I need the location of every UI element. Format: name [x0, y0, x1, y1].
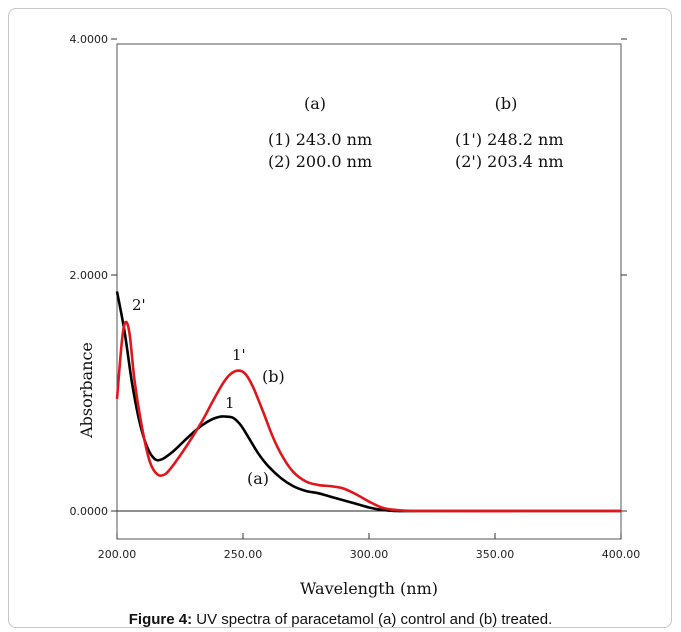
annotation-col-a-line1: (1) 243.0 nm	[268, 130, 372, 149]
annotation-col-b-line1: (1') 248.2 nm	[455, 130, 564, 149]
peak-label-1-prime: 1'	[232, 346, 246, 364]
annotation-col-b-line2: (2') 203.4 nm	[455, 152, 564, 171]
figure-caption-text: UV spectra of paracetamol (a) control an…	[192, 611, 553, 628]
x-tick-label: 400.00	[602, 548, 641, 561]
annotation-col-a-line2: (2) 200.0 nm	[268, 152, 372, 171]
x-axis-ticks: 200.00 250.00 300.00 350.00 400.00	[98, 533, 641, 561]
curve-label-a: (a)	[247, 469, 269, 488]
curve-label-b: (b)	[262, 367, 285, 386]
figure-frame	[8, 8, 672, 628]
x-tick-label: 250.00	[224, 548, 263, 561]
y-tick-label: 2.0000	[70, 269, 109, 282]
figure-caption-label: Figure 4:	[128, 611, 193, 628]
series-line-a	[115, 291, 621, 513]
peak-label-1: 1	[225, 394, 235, 412]
annotation-col-b-title: (b)	[495, 94, 518, 113]
annotation-col-a-title: (a)	[304, 94, 326, 113]
y-tick-label: 4.0000	[70, 33, 109, 46]
x-tick-label: 300.00	[350, 548, 389, 561]
y-axis-label: Absorbance	[77, 342, 96, 439]
series-line-b	[115, 320, 621, 513]
plot-area	[116, 43, 622, 540]
figure-caption: Figure 4: UV spectra of paracetamol (a) …	[0, 611, 681, 628]
x-axis-label: Wavelength (nm)	[300, 579, 438, 598]
series-group	[115, 291, 621, 513]
peak-label-2-prime: 2'	[132, 296, 146, 314]
y-tick-label: 0.0000	[70, 505, 109, 518]
y-axis-ticks: 0.0000 2.0000 4.0000	[70, 33, 627, 518]
x-tick-label: 350.00	[476, 548, 515, 561]
x-tick-label: 200.00	[98, 548, 137, 561]
